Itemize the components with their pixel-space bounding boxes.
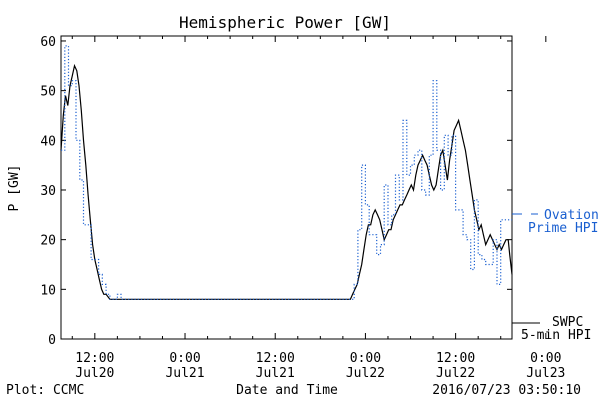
y-tick-label: 0 [48, 333, 56, 348]
x-tick-date-label: Jul20 [75, 366, 114, 381]
chart-title: Hemispheric Power [GW] [179, 13, 391, 32]
series-swpc-5min-hpi [60, 63, 513, 300]
series-layer [60, 45, 513, 300]
x-tick-time-label: 12:00 [75, 351, 114, 366]
legend-ovation: Ovation Prime HPI [512, 208, 599, 236]
plot-frame [60, 35, 513, 340]
x-tick-date-label: Jul22 [436, 366, 475, 381]
footer-timestamp: 2016/07/23 03:50:10 [432, 383, 581, 398]
y-tick-label: 20 [40, 234, 56, 249]
legend-swpc-line1: SWPC [552, 315, 583, 330]
x-tick-time-label: 0:00 [530, 351, 561, 366]
x-tick-time-label: 0:00 [169, 351, 200, 366]
y-axis-label: P [GW] [7, 165, 22, 212]
x-tick-date-label: Jul23 [526, 366, 565, 381]
legend-swpc: SWPC 5-min HPI [512, 315, 591, 343]
x-tick-time-label: 12:00 [436, 351, 475, 366]
x-tick-time-label: 12:00 [256, 351, 295, 366]
legend-swpc-line2: 5-min HPI [521, 328, 591, 343]
x-axis-label: Date and Time [236, 383, 338, 398]
x-tick-time-label: 0:00 [350, 351, 381, 366]
y-tick-label: 50 [40, 85, 56, 100]
x-tick-date-label: Jul21 [256, 366, 295, 381]
x-axis: 12:00Jul200:00Jul2112:00Jul210:00Jul2212… [71, 36, 565, 381]
y-tick-label: 10 [40, 283, 56, 298]
y-tick-label: 60 [40, 35, 56, 50]
x-tick-date-label: Jul22 [346, 366, 385, 381]
y-axis: 0 10 20 30 40 50 60 [40, 35, 512, 348]
legend-ovation-line1: Ovation [544, 208, 599, 223]
y-tick-label: 40 [40, 134, 56, 149]
footer-plot-credit: Plot: CCMC [6, 383, 84, 398]
legend-ovation-line2: Prime HPI [528, 221, 598, 236]
x-tick-date-label: Jul21 [165, 366, 204, 381]
series-ovation-prime-hpi [61, 45, 512, 300]
y-tick-label: 30 [40, 184, 56, 199]
